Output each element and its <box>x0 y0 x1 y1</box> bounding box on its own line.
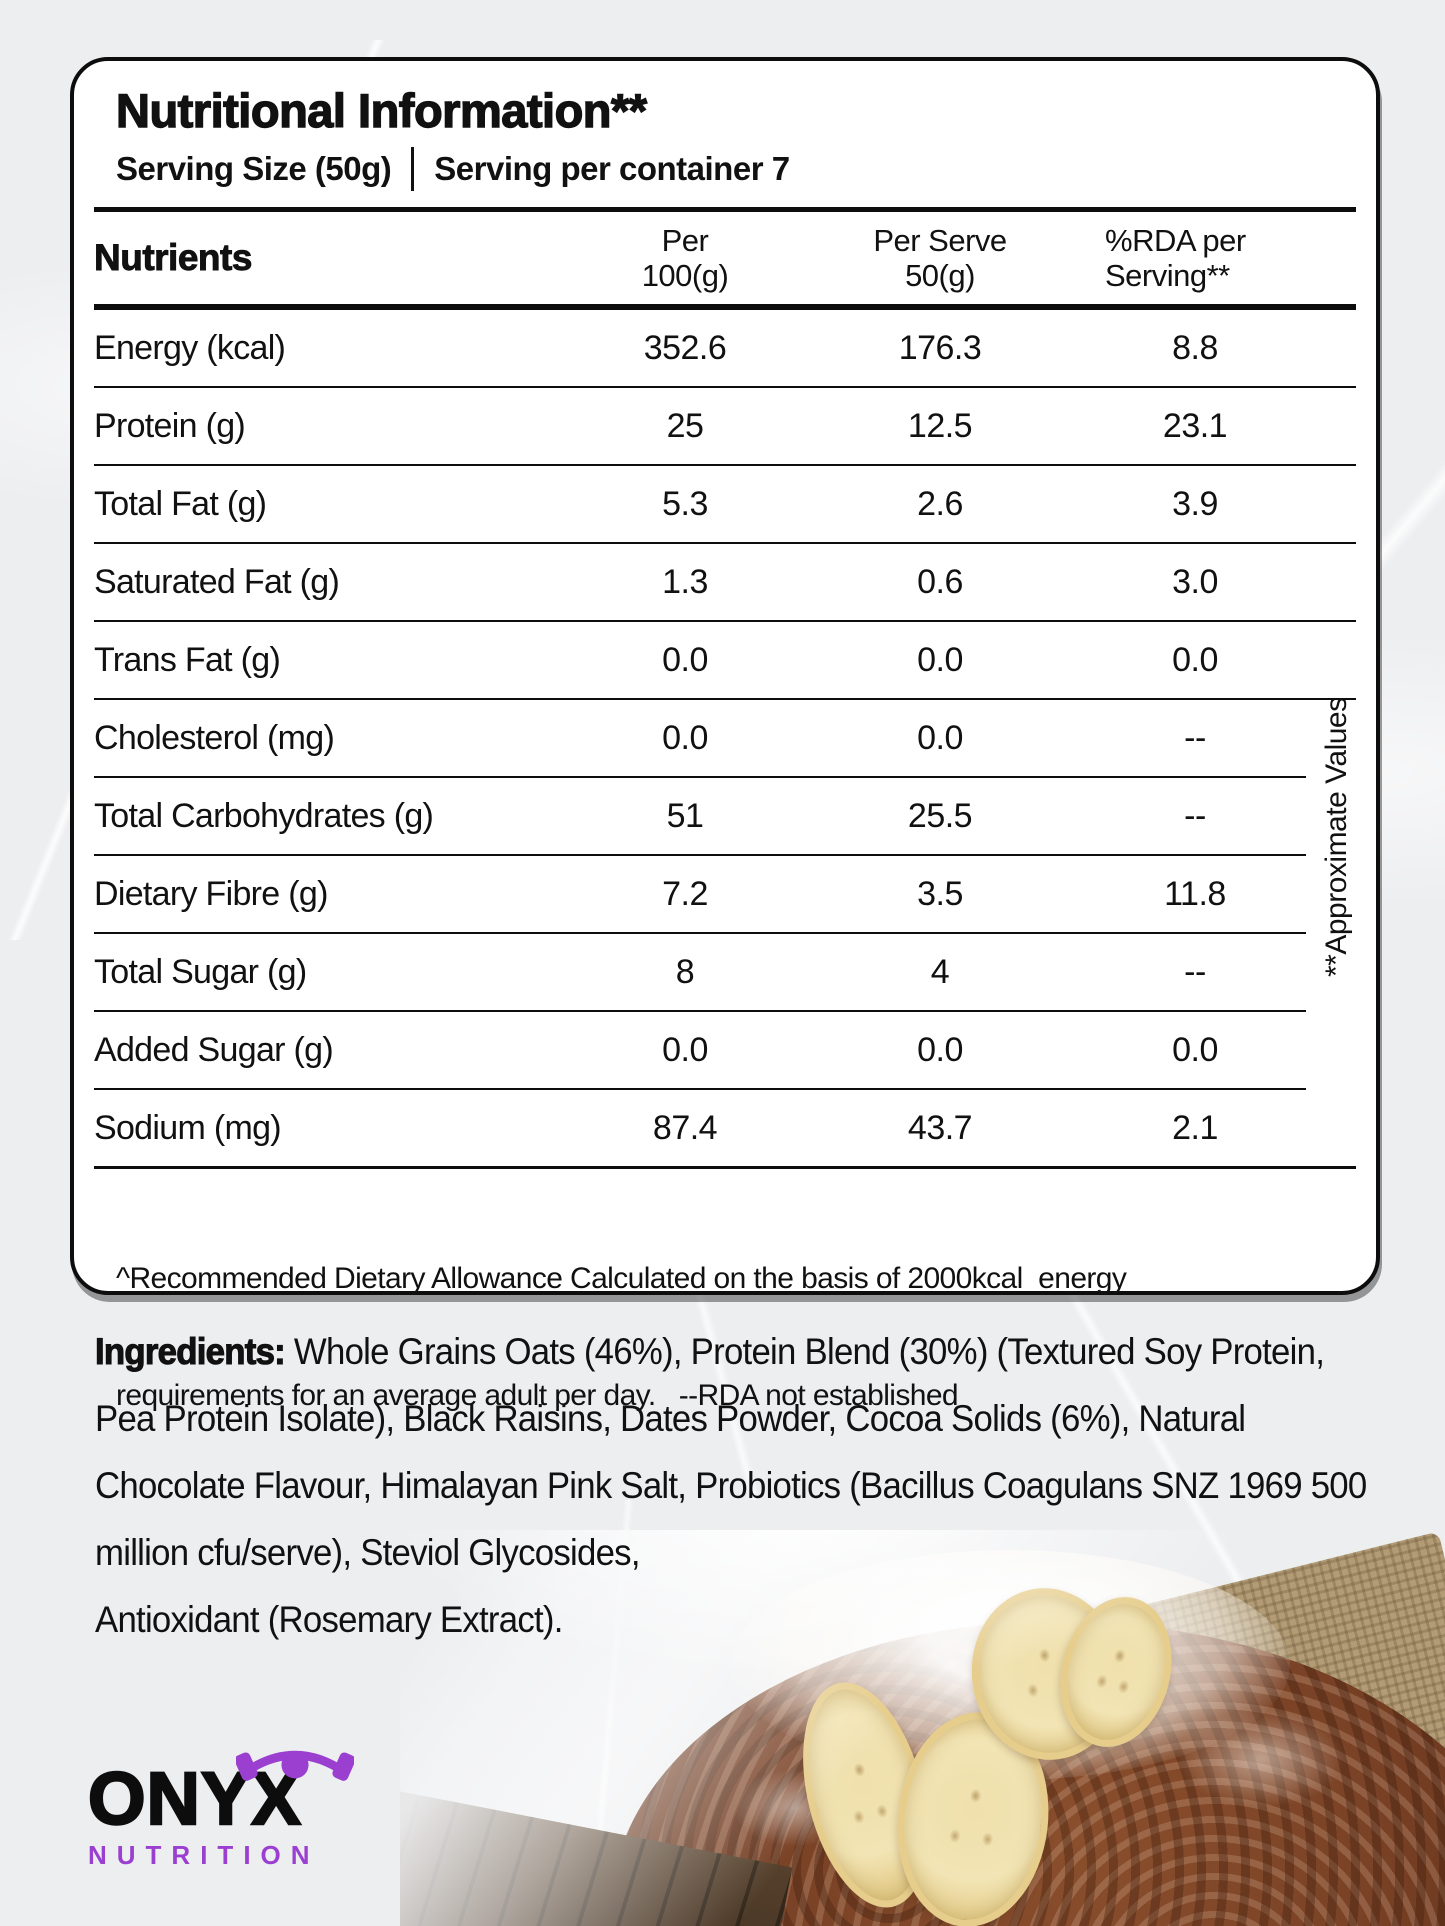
rda-line2: Serving** <box>1105 258 1230 293</box>
table-row-total-carbohydrates: Total Carbohydrates (g) 51 25.5 -- <box>94 778 1356 854</box>
rda-line1: %RDA per <box>1105 223 1246 258</box>
nutrition-panel: Nutritional Information** Serving Size (… <box>70 57 1380 1412</box>
table-row-trans-fat: Trans Fat (g) 0.0 0.0 0.0 <box>94 622 1356 698</box>
nutrient-label: Protein (g) <box>94 406 246 445</box>
per-100g-value: 87.4 <box>652 1108 718 1147</box>
per-100g-value: 1.3 <box>662 562 708 601</box>
table-row-energy: Energy (kcal) 352.6 176.3 8.8 <box>94 310 1356 386</box>
nutrient-label: Sodium (mg) <box>94 1108 282 1147</box>
per-100g-value: 7.2 <box>662 874 708 913</box>
per-100g-value: 352.6 <box>643 328 727 367</box>
per-serve-value: 43.7 <box>907 1108 973 1147</box>
servings-per-container: Serving per container 7 <box>434 150 790 187</box>
ingredients-line: Pea Protein Isolate), Black Raisins, Dat… <box>95 1398 1246 1439</box>
rda-value: 3.9 <box>1172 484 1218 523</box>
brand-name: ONYX <box>87 1751 354 1837</box>
per-serve-value: 12.5 <box>907 406 973 445</box>
brand-logo: ONYX NUTRITION <box>87 1751 354 1871</box>
column-header-per-100g: Per 100(g) <box>544 223 826 293</box>
per-serve-value: 4 <box>930 952 950 991</box>
table-row-total-fat: Total Fat (g) 5.3 2.6 3.9 <box>94 466 1356 542</box>
per-100g-value: 5.3 <box>662 484 708 523</box>
nutrient-label: Added Sugar (g) <box>94 1030 334 1069</box>
per-100g-value: 51 <box>666 796 704 835</box>
per-100g-line2: 100(g) <box>641 258 729 293</box>
table-row-protein: Protein (g) 25 12.5 23.1 <box>94 388 1356 464</box>
rda-value: 11.8 <box>1164 874 1226 913</box>
table-row-total-sugar: Total Sugar (g) 8 4 -- <box>94 934 1356 1010</box>
serving-size: Serving Size (50g) <box>116 150 392 187</box>
per-100g-value: 8 <box>675 952 695 991</box>
per-serve-value: 2.6 <box>917 484 963 523</box>
nutrition-table: Nutrients Per 100(g) Per Serve 50(g) %RD… <box>94 212 1356 1169</box>
column-header-per-serve: Per Serve 50(g) <box>826 223 1054 293</box>
nutrient-label: Total Fat (g) <box>94 484 267 523</box>
brand-subtitle: NUTRITION <box>88 1840 320 1870</box>
table-row-sodium: Sodium (mg) 87.4 43.7 2.1 <box>94 1090 1356 1166</box>
per-100g-value: 0.0 <box>662 718 708 757</box>
nutrient-label: Trans Fat (g) <box>94 640 281 679</box>
serving-info: Serving Size (50g) Serving per container… <box>94 147 1356 191</box>
approximate-values-note: **Approximate Values <box>1320 697 1353 977</box>
column-header-nutrients: Nutrients <box>94 237 253 279</box>
per-serve-value: 0.0 <box>917 718 963 757</box>
panel-title: Nutritional Information** <box>115 83 647 137</box>
serving-separator <box>411 147 415 191</box>
rda-footnote-line1: ^Recommended Dietary Allowance Calculate… <box>116 1262 1127 1295</box>
per-serve-value: 0.6 <box>917 562 963 601</box>
rda-value: 3.0 <box>1172 562 1218 601</box>
rda-value: 0.0 <box>1172 1030 1218 1069</box>
nutrient-label: Dietary Fibre (g) <box>94 874 328 913</box>
nutrient-label: Energy (kcal) <box>94 328 286 367</box>
ingredients-heading: Ingredients: <box>94 1330 286 1372</box>
per-100g-value: 0.0 <box>662 1030 708 1069</box>
rda-value: 23.1 <box>1162 406 1228 445</box>
table-row-cholesterol: Cholesterol (mg) 0.0 0.0 -- <box>94 700 1356 776</box>
table-header-row: Nutrients Per 100(g) Per Serve 50(g) %RD… <box>94 212 1356 304</box>
per-serve-line2: 50(g) <box>905 258 975 293</box>
ingredients-paragraph: Ingredients: Whole Grains Oats (46%), Pr… <box>94 1318 1367 1653</box>
ingredients-line: Antioxidant (Rosemary Extract). <box>95 1599 563 1640</box>
per-serve-value: 0.0 <box>917 1030 963 1069</box>
per-100g-value: 25 <box>666 406 704 445</box>
rda-value: 8.8 <box>1172 328 1218 367</box>
per-serve-value: 25.5 <box>907 796 973 835</box>
rda-value: 0.0 <box>1172 640 1218 679</box>
rda-value: 2.1 <box>1172 1108 1218 1147</box>
column-header-rda: %RDA per Serving** <box>1054 223 1336 293</box>
table-row-added-sugar: Added Sugar (g) 0.0 0.0 0.0 <box>94 1012 1356 1088</box>
ingredients-line: Chocolate Flavour, Himalayan Pink Salt, … <box>95 1465 1367 1506</box>
rda-value: -- <box>1184 796 1206 835</box>
table-row-saturated-fat: Saturated Fat (g) 1.3 0.6 3.0 <box>94 544 1356 620</box>
per-serve-value: 0.0 <box>917 640 963 679</box>
per-serve-line1: Per Serve <box>873 223 1007 258</box>
per-100g-line1: Per <box>661 223 709 258</box>
nutrient-label: Saturated Fat (g) <box>94 562 340 601</box>
nutrient-label: Cholesterol (mg) <box>94 718 335 757</box>
table-bottom-rule <box>94 1166 1356 1169</box>
per-100g-value: 0.0 <box>662 640 708 679</box>
ingredients-line: Ingredients: Whole Grains Oats (46%), Pr… <box>94 1330 1325 1372</box>
per-serve-value: 176.3 <box>898 328 982 367</box>
per-serve-value: 3.5 <box>917 874 963 913</box>
rda-value: -- <box>1184 952 1206 991</box>
weightlifter-icon <box>236 1751 354 1781</box>
ingredients-line: million cfu/serve), Steviol Glycosides, <box>95 1532 640 1573</box>
rda-value: -- <box>1184 718 1206 757</box>
table-row-dietary-fibre: Dietary Fibre (g) 7.2 3.5 11.8 <box>94 856 1356 932</box>
nutrient-label: Total Carbohydrates (g) <box>94 796 434 835</box>
nutrient-label: Total Sugar (g) <box>94 952 307 991</box>
